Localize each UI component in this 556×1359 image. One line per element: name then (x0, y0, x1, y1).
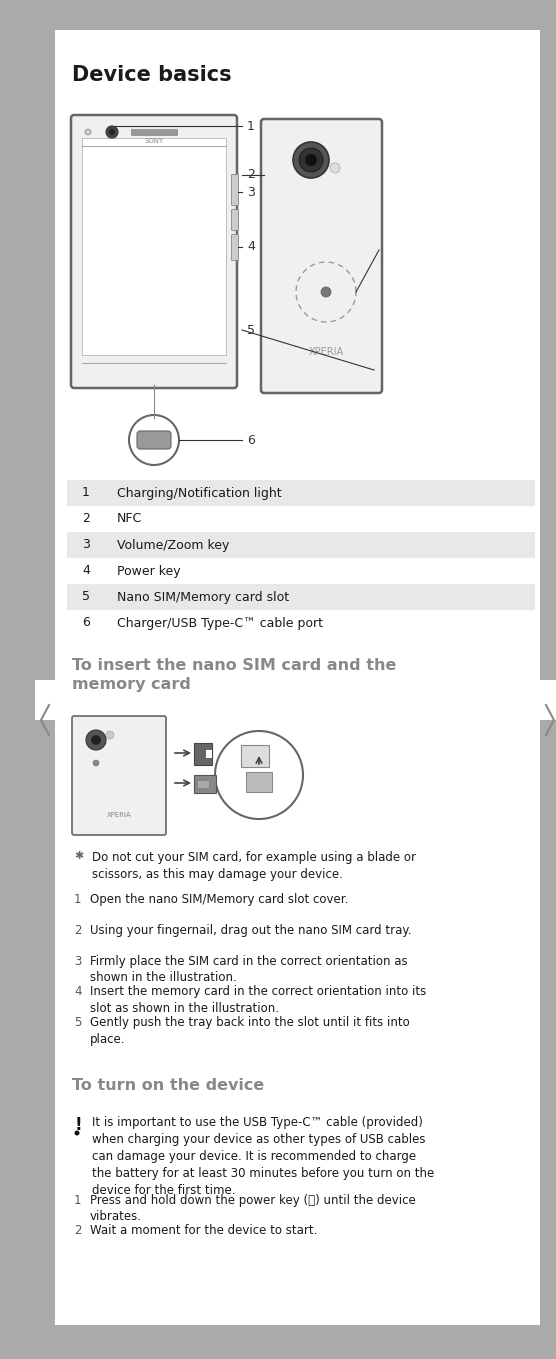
Text: To insert the nano SIM card and the
memory card: To insert the nano SIM card and the memo… (72, 658, 396, 692)
Text: Firmly place the SIM card in the correct orientation as
shown in the illustratio: Firmly place the SIM card in the correct… (90, 954, 408, 984)
Text: 5: 5 (74, 1017, 81, 1029)
Circle shape (299, 148, 323, 173)
FancyBboxPatch shape (540, 30, 556, 1325)
Text: It is important to use the USB Type-C™ cable (provided)
when charging your devic: It is important to use the USB Type-C™ c… (92, 1116, 434, 1197)
FancyBboxPatch shape (0, 0, 556, 30)
FancyBboxPatch shape (55, 30, 540, 1325)
FancyBboxPatch shape (231, 209, 239, 231)
Circle shape (106, 731, 114, 739)
Text: Insert the memory card in the correct orientation into its
slot as shown in the : Insert the memory card in the correct or… (90, 985, 426, 1015)
FancyBboxPatch shape (71, 116, 237, 389)
Text: 2: 2 (247, 169, 255, 182)
Circle shape (330, 163, 340, 173)
Circle shape (215, 731, 303, 819)
FancyBboxPatch shape (194, 775, 216, 794)
Text: Open the nano SIM/Memory card slot cover.: Open the nano SIM/Memory card slot cover… (90, 893, 349, 906)
FancyBboxPatch shape (131, 129, 178, 136)
Text: Using your fingernail, drag out the nano SIM card tray.: Using your fingernail, drag out the nano… (90, 924, 411, 936)
FancyBboxPatch shape (241, 745, 269, 766)
Text: SONY: SONY (145, 139, 163, 144)
Text: 3: 3 (247, 185, 255, 198)
Text: 2: 2 (74, 1224, 82, 1237)
FancyBboxPatch shape (82, 139, 226, 355)
Circle shape (91, 735, 101, 745)
Text: 1: 1 (247, 120, 255, 132)
FancyBboxPatch shape (261, 120, 382, 393)
Text: Volume/Zoom key: Volume/Zoom key (117, 538, 230, 552)
Text: Charging/Notification light: Charging/Notification light (117, 487, 282, 500)
Text: 4: 4 (247, 241, 255, 254)
Text: 3: 3 (74, 954, 81, 968)
Text: Nano SIM/Memory card slot: Nano SIM/Memory card slot (117, 591, 289, 603)
Circle shape (85, 129, 91, 135)
FancyBboxPatch shape (246, 772, 272, 792)
Circle shape (293, 141, 329, 178)
Circle shape (93, 760, 99, 766)
FancyBboxPatch shape (197, 780, 209, 788)
FancyBboxPatch shape (194, 743, 212, 765)
Text: Press and hold down the power key (⏽) until the device
vibrates.: Press and hold down the power key (⏽) un… (90, 1195, 416, 1223)
Text: Wait a moment for the device to start.: Wait a moment for the device to start. (90, 1224, 317, 1237)
Circle shape (106, 126, 118, 139)
FancyBboxPatch shape (231, 235, 239, 261)
Text: XPERIA: XPERIA (309, 347, 344, 357)
Text: 3: 3 (82, 538, 90, 552)
FancyBboxPatch shape (35, 680, 55, 720)
Text: 2: 2 (82, 512, 90, 526)
Text: Device basics: Device basics (72, 65, 232, 86)
FancyBboxPatch shape (206, 750, 212, 758)
FancyBboxPatch shape (0, 30, 55, 1325)
Circle shape (109, 129, 115, 135)
FancyBboxPatch shape (540, 680, 556, 720)
Text: !: ! (75, 1116, 83, 1133)
Text: 1: 1 (74, 893, 82, 906)
Text: Charger/USB Type-C™ cable port: Charger/USB Type-C™ cable port (117, 617, 323, 629)
Circle shape (75, 1131, 80, 1136)
Circle shape (86, 730, 106, 750)
Text: 5: 5 (82, 591, 90, 603)
Circle shape (305, 154, 317, 166)
FancyBboxPatch shape (67, 480, 535, 506)
Text: NFC: NFC (117, 512, 142, 526)
FancyBboxPatch shape (137, 431, 171, 448)
Text: 2: 2 (74, 924, 82, 936)
Text: To turn on the device: To turn on the device (72, 1078, 264, 1093)
Text: 5: 5 (247, 323, 255, 337)
FancyBboxPatch shape (0, 1325, 556, 1359)
Text: 6: 6 (82, 617, 90, 629)
Text: XPERIA: XPERIA (107, 811, 131, 818)
Text: Power key: Power key (117, 564, 181, 578)
Circle shape (129, 414, 179, 465)
Circle shape (321, 287, 331, 298)
Text: 6: 6 (247, 434, 255, 447)
Text: 4: 4 (74, 985, 82, 999)
FancyBboxPatch shape (67, 531, 535, 559)
Text: ✱: ✱ (74, 851, 83, 862)
FancyBboxPatch shape (67, 584, 535, 610)
FancyBboxPatch shape (231, 174, 239, 205)
FancyBboxPatch shape (72, 716, 166, 834)
Text: Gently push the tray back into the slot until it fits into
place.: Gently push the tray back into the slot … (90, 1017, 410, 1045)
Text: Do not cut your SIM card, for example using a blade or
scissors, as this may dam: Do not cut your SIM card, for example us… (92, 851, 416, 881)
Text: 4: 4 (82, 564, 90, 578)
Text: 1: 1 (82, 487, 90, 500)
Text: 1: 1 (74, 1195, 82, 1207)
